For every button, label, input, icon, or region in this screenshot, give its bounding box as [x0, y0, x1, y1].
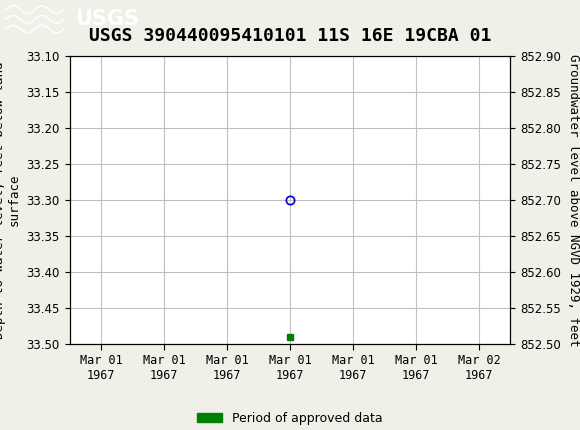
Text: USGS: USGS — [75, 9, 139, 29]
Legend: Period of approved data: Period of approved data — [192, 407, 388, 430]
Text: USGS 390440095410101 11S 16E 19CBA 01: USGS 390440095410101 11S 16E 19CBA 01 — [89, 27, 491, 45]
Y-axis label: Groundwater level above NGVD 1929, feet: Groundwater level above NGVD 1929, feet — [567, 54, 579, 346]
Y-axis label: Depth to water level, feet below land
surface: Depth to water level, feet below land su… — [0, 61, 21, 339]
